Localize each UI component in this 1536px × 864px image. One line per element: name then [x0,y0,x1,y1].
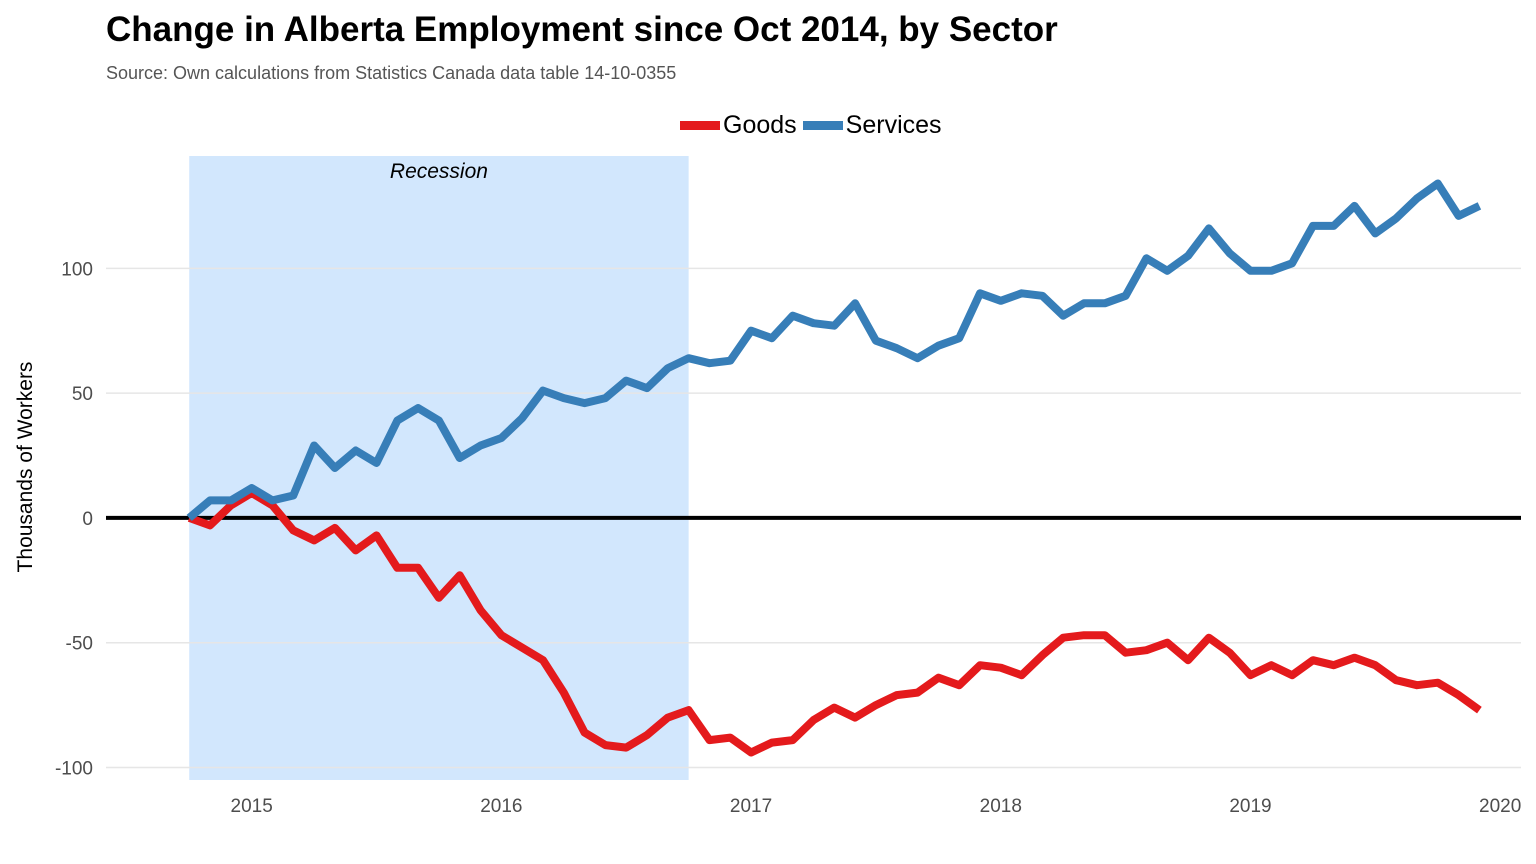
legend-swatch-services [802,120,843,130]
x-tick-label: 2018 [980,796,1022,817]
gridlines [106,267,1521,769]
x-tick-labels: 2015 2016 2017 2018 2019 2020 [231,796,1522,817]
legend-swatch-goods [680,120,720,130]
legend-item-services: Services [802,110,942,140]
x-tick-label: 2016 [480,796,522,817]
chart-subtitle: Source: Own calculations from Statistics… [106,63,677,83]
y-tick-label: 50 [72,384,93,405]
x-tick-label: 2020 [1479,796,1521,817]
series-lines [186,179,1482,757]
x-tick-label: 2015 [231,796,273,817]
legend-label-goods: Goods [723,110,797,139]
legend-label-services: Services [845,110,942,139]
y-tick-labels: -100 -50 0 50 100 [55,259,93,779]
x-tick-label: 2019 [1229,796,1271,817]
legend: Goods Services [680,110,942,140]
legend-item-goods: Goods [680,111,797,140]
y-tick-label: 100 [61,259,93,280]
recession-band [189,156,689,780]
x-tick-label: 2017 [730,796,772,817]
series-line-services [186,179,1482,521]
recession-band-group: Recession [189,156,689,780]
y-tick-label: -100 [55,759,93,780]
y-axis-label: Thousands of Workers [14,362,37,573]
y-tick-label: -50 [66,634,93,655]
recession-label: Recession [390,160,488,183]
chart-title: Change in Alberta Employment since Oct 2… [106,10,1058,49]
series-line-goods [187,489,1482,757]
y-tick-label: 0 [82,509,93,530]
